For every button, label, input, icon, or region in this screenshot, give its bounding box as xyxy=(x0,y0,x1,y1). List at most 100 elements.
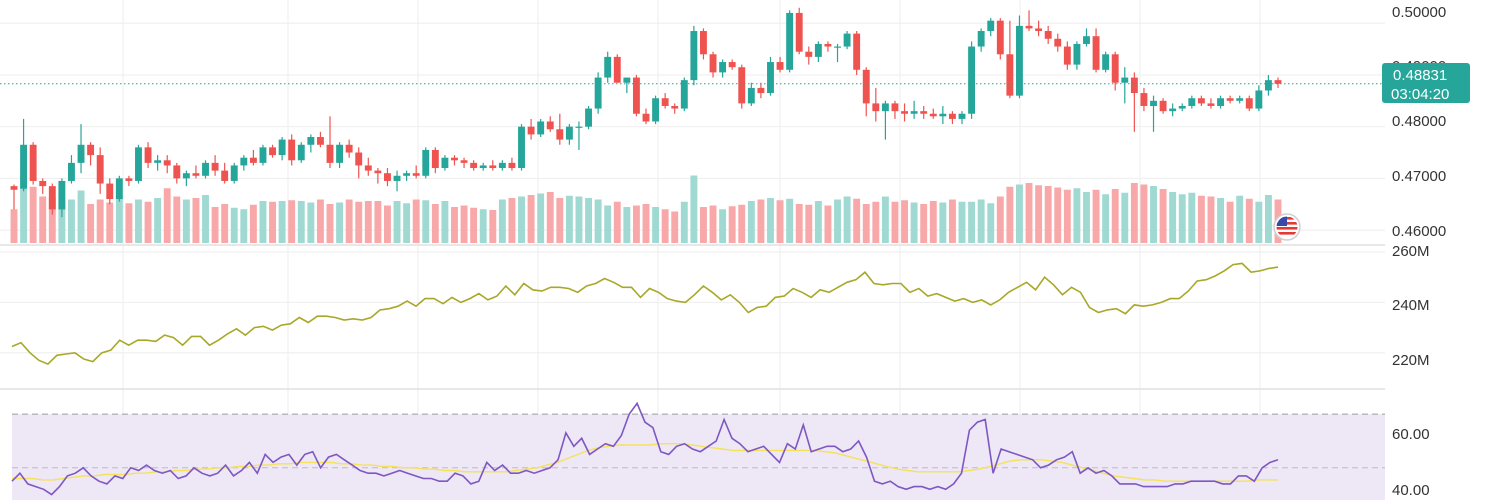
candle-body[interactable] xyxy=(441,157,449,169)
candle-body[interactable] xyxy=(977,31,985,47)
candle-body[interactable] xyxy=(565,126,573,140)
candle-body[interactable] xyxy=(345,144,353,153)
candle-body[interactable] xyxy=(135,147,142,181)
candle-body[interactable] xyxy=(1063,46,1071,65)
candle-body[interactable] xyxy=(891,103,899,112)
candle-body[interactable] xyxy=(269,147,276,156)
candle-body[interactable] xyxy=(115,178,123,200)
candle-body[interactable] xyxy=(336,144,344,163)
candle-body[interactable] xyxy=(1025,25,1033,29)
candle-body[interactable] xyxy=(489,165,497,169)
candle-body[interactable] xyxy=(1054,38,1062,47)
candle-body[interactable] xyxy=(910,111,918,114)
candle-body[interactable] xyxy=(795,12,803,52)
candle-body[interactable] xyxy=(460,160,468,163)
candle-body[interactable] xyxy=(355,152,363,166)
candle-body[interactable] xyxy=(1083,36,1090,44)
candle-body[interactable] xyxy=(987,20,995,32)
candle-body[interactable] xyxy=(1035,28,1043,32)
candle-body[interactable] xyxy=(1197,98,1205,104)
candle-body[interactable] xyxy=(1092,36,1100,70)
candle-body[interactable] xyxy=(1245,98,1253,109)
candle-body[interactable] xyxy=(1264,80,1272,91)
candle-body[interactable] xyxy=(68,162,75,181)
pane-separators[interactable] xyxy=(0,244,1385,390)
candle-body[interactable] xyxy=(661,98,669,106)
candle-body[interactable] xyxy=(786,12,794,70)
candle-body[interactable] xyxy=(422,149,430,176)
candle-body[interactable] xyxy=(1217,98,1224,106)
candle-body[interactable] xyxy=(87,144,95,156)
candle-body[interactable] xyxy=(843,33,851,47)
obv-axis[interactable]: 260M 240M 220M xyxy=(1392,243,1430,369)
candle-body[interactable] xyxy=(1016,25,1023,96)
candle-body[interactable] xyxy=(384,173,391,181)
candle-body[interactable] xyxy=(996,20,1004,55)
candle-body[interactable] xyxy=(853,33,861,70)
candle-body[interactable] xyxy=(901,111,908,114)
candle-body[interactable] xyxy=(163,160,171,166)
candle-body[interactable] xyxy=(1102,54,1110,70)
candle-body[interactable] xyxy=(20,144,28,189)
candle-body[interactable] xyxy=(862,69,870,104)
candle-body[interactable] xyxy=(585,108,592,127)
candle-body[interactable] xyxy=(202,162,209,176)
candle-body[interactable] xyxy=(144,147,152,163)
candle-body[interactable] xyxy=(968,46,976,114)
candle-body[interactable] xyxy=(29,144,37,181)
candle-body[interactable] xyxy=(1140,93,1148,106)
candle-body[interactable] xyxy=(948,113,956,119)
candle-body[interactable] xyxy=(709,54,717,73)
price-candlesticks[interactable] xyxy=(0,7,1382,218)
candle-body[interactable] xyxy=(776,62,784,70)
candle-body[interactable] xyxy=(556,129,564,140)
candle-body[interactable] xyxy=(259,147,267,163)
candle-body[interactable] xyxy=(1255,90,1263,109)
candle-body[interactable] xyxy=(374,170,382,174)
candle-body[interactable] xyxy=(508,162,516,169)
candle-body[interactable] xyxy=(48,186,56,210)
candle-body[interactable] xyxy=(690,31,698,81)
candle-body[interactable] xyxy=(546,121,554,130)
candle-body[interactable] xyxy=(221,170,229,181)
candle-body[interactable] xyxy=(297,144,305,161)
candle-body[interactable] xyxy=(518,126,525,169)
candle-body[interactable] xyxy=(604,56,612,78)
candle-body[interactable] xyxy=(479,165,487,169)
candle-body[interactable] xyxy=(834,46,841,48)
candle-body[interactable] xyxy=(154,160,162,163)
us-flag-icon[interactable] xyxy=(1273,213,1301,241)
candle-body[interactable] xyxy=(671,105,679,109)
last-price-tag[interactable]: 0.48831 03:04:20 xyxy=(1382,63,1470,103)
candle-body[interactable] xyxy=(1150,100,1157,106)
candle-body[interactable] xyxy=(211,162,219,171)
rsi-axis[interactable]: 60.00 40.00 xyxy=(1392,426,1430,499)
candle-body[interactable] xyxy=(1006,54,1014,96)
candle-body[interactable] xyxy=(249,157,257,163)
candle-body[interactable] xyxy=(307,137,315,145)
candle-body[interactable] xyxy=(58,180,66,210)
candle-body[interactable] xyxy=(527,126,535,135)
candle-body[interactable] xyxy=(872,103,880,112)
candle-body[interactable] xyxy=(1121,77,1129,83)
candle-body[interactable] xyxy=(498,162,506,169)
candle-body[interactable] xyxy=(652,98,660,122)
candle-body[interactable] xyxy=(805,51,813,57)
price-axis[interactable]: 0.50000 0.49000 0.48000 0.47000 0.46000 xyxy=(1392,4,1446,240)
candle-body[interactable] xyxy=(1207,103,1215,106)
candle-body[interactable] xyxy=(230,165,238,181)
candle-body[interactable] xyxy=(680,80,688,109)
candle-body[interactable] xyxy=(192,173,200,176)
candle-body[interactable] xyxy=(326,144,334,163)
candle-body[interactable] xyxy=(1169,108,1177,112)
candle-body[interactable] xyxy=(613,56,621,83)
candle-body[interactable] xyxy=(125,178,133,181)
candle-body[interactable] xyxy=(1226,98,1234,101)
candle-body[interactable] xyxy=(288,139,296,161)
candle-body[interactable] xyxy=(278,139,286,156)
candle-body[interactable] xyxy=(393,175,401,181)
candle-body[interactable] xyxy=(642,113,650,122)
candle-body[interactable] xyxy=(738,67,746,104)
candle-body[interactable] xyxy=(824,43,832,47)
candle-body[interactable] xyxy=(719,62,727,73)
